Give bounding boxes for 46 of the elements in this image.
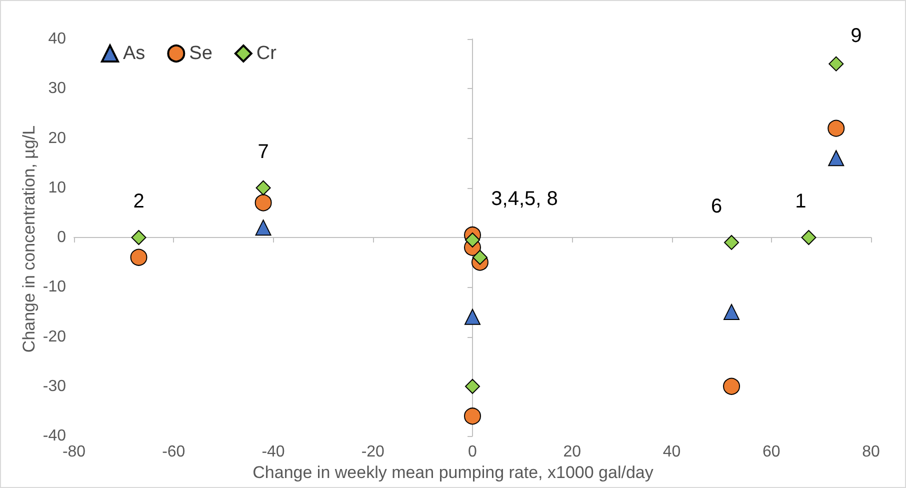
y-tick-label: 20	[48, 130, 66, 147]
x-tick-label: 80	[862, 444, 880, 460]
annotation: 9	[850, 24, 862, 47]
legend-label: As	[123, 43, 146, 64]
x-axis-title: Change in weekly mean pumping rate, x1000 gal/day	[252, 463, 654, 482]
x-tick-label: 40	[662, 444, 681, 460]
x-tick-label: -40	[262, 444, 285, 460]
y-tick-label: -20	[42, 328, 66, 346]
point	[131, 230, 146, 245]
x-tick-label: 0	[468, 444, 478, 460]
point	[256, 180, 271, 196]
point	[828, 150, 844, 166]
y-tick-label: 30	[48, 80, 66, 98]
annotation: 7	[258, 140, 269, 163]
x-tick-label: -20	[361, 444, 385, 460]
point	[472, 250, 488, 265]
x-tick-label: 20	[563, 444, 582, 460]
x-tick-label: -80	[62, 444, 86, 460]
point	[724, 234, 740, 250]
point	[828, 120, 845, 137]
point	[465, 232, 480, 248]
y-tick-label: -10	[42, 278, 66, 296]
point	[465, 378, 480, 394]
y-tick-label: 0	[57, 229, 66, 246]
point	[255, 220, 272, 236]
point	[724, 304, 740, 320]
y-tick-label: -40	[42, 428, 66, 444]
point	[464, 308, 480, 325]
point	[254, 194, 272, 212]
x-tick-label: 60	[762, 444, 780, 460]
y-tick-label: -30	[42, 378, 66, 395]
y-tick-label: 10	[48, 179, 66, 196]
point	[130, 248, 148, 266]
x-tick-label: -60	[162, 444, 186, 460]
y-axis-title: Change in concentration, µg/L	[20, 125, 38, 353]
legend-label: Se	[189, 43, 212, 64]
point	[723, 378, 740, 395]
legend-label: Cr	[256, 43, 278, 64]
point	[464, 408, 481, 425]
annotation: 3,4,5, 8	[491, 188, 558, 210]
point	[801, 230, 816, 245]
annotation: 6	[710, 195, 722, 218]
y-tick-label: 40	[48, 30, 66, 48]
annotation: 2	[133, 190, 144, 212]
point	[828, 56, 844, 72]
annotation: 1	[795, 190, 806, 212]
